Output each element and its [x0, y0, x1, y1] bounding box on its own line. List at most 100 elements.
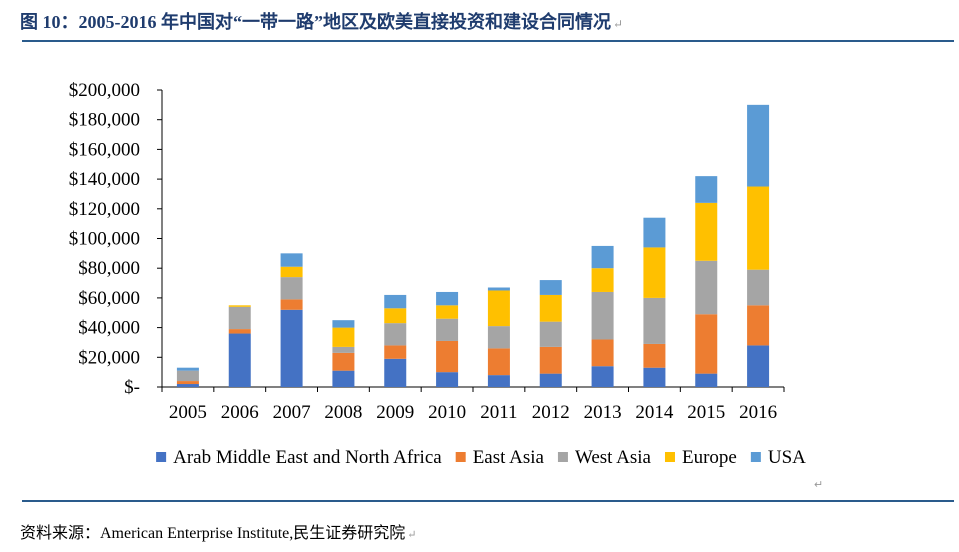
bar-segment [747, 269, 770, 306]
source-return-mark: ↵ [407, 529, 417, 541]
legend-label: East Asia [473, 447, 545, 468]
bar-segment [332, 327, 355, 347]
y-tick-label: $60,000 [78, 288, 140, 309]
x-tick-label: 2010 [428, 402, 466, 423]
bar-segment [591, 291, 614, 340]
bar-segment [747, 104, 770, 187]
x-axis-ticks: 2005 2006 2007 2008 2009 2010 2011 2012 2013 2014… [161, 387, 785, 423]
bar-segment [643, 343, 666, 368]
x-tick-label: 2008 [324, 402, 362, 423]
x-tick-label: 2007 [273, 402, 311, 423]
y-tick-label: $20,000 [78, 347, 140, 368]
y-axis-ticks: $- $20,000 $40,000 $60,000 $80,000 $100,000 $1… [69, 80, 162, 398]
chart-legend: Arab Middle East and North Africa East As… [156, 447, 806, 468]
legend-label: West Asia [575, 447, 652, 468]
bar-segment [747, 305, 770, 346]
source-note: 资料来源：American Enterprise Institute,民生证券研… [20, 519, 417, 543]
legend-swatch [664, 452, 675, 462]
bar-segment [487, 348, 510, 376]
bar-segment [643, 367, 666, 387]
bar-segment [384, 308, 407, 324]
y-tick-label: $100,000 [69, 229, 140, 250]
x-tick-label: 2012 [532, 402, 570, 423]
x-tick-label: 2009 [376, 402, 414, 423]
bar-segment [695, 260, 718, 315]
bar-segment [332, 370, 355, 387]
bar-segment [539, 346, 562, 374]
source-rule [22, 500, 954, 502]
bar-segment [643, 297, 666, 344]
bar-segment [384, 294, 407, 309]
legend-swatch [557, 452, 568, 462]
bar-segment [384, 345, 407, 359]
bar-segment [747, 345, 770, 387]
bar-segment [487, 287, 510, 291]
bar-segment [332, 346, 355, 353]
bar-segment [487, 375, 510, 387]
y-tick-label: $200,000 [69, 80, 140, 101]
bar-segment [332, 352, 355, 371]
bar-segment [487, 290, 510, 327]
x-tick-label: 2016 [739, 402, 777, 423]
x-tick-label: 2006 [221, 402, 259, 423]
y-tick-label: $80,000 [78, 258, 140, 279]
x-tick-label: 2013 [584, 402, 622, 423]
bar-segment [591, 268, 614, 292]
bar-segment [384, 358, 407, 387]
source-text: 资料来源：American Enterprise Institute,民生证券研… [20, 525, 406, 542]
bar-segment [539, 294, 562, 322]
bar-segment [384, 323, 407, 346]
bar-segment [591, 339, 614, 367]
y-tick-label: $140,000 [69, 169, 140, 190]
bar-segment [280, 253, 303, 267]
legend-swatch [455, 452, 466, 462]
chart-axes [161, 90, 784, 388]
y-tick-label: $40,000 [78, 318, 140, 339]
bar-segment [643, 247, 666, 298]
bar-segment [436, 305, 459, 319]
y-tick-label: $- [124, 377, 140, 398]
y-tick-label: $180,000 [69, 110, 140, 131]
x-tick-label: 2014 [635, 402, 674, 423]
title-return-mark: ↵ [613, 17, 624, 31]
bar-segment [228, 329, 251, 334]
legend-label: Arab Middle East and North Africa [173, 447, 442, 468]
legend-swatch [156, 452, 167, 462]
bar-segment [436, 372, 459, 387]
bar-segment [176, 370, 199, 382]
bar-segment [176, 384, 199, 387]
x-tick-label: 2011 [480, 402, 517, 423]
legend-label: Europe [682, 447, 737, 468]
legend-label: USA [768, 447, 806, 468]
x-tick-label: 2015 [687, 402, 725, 423]
bar-segment [436, 340, 459, 373]
bar-segment [539, 280, 562, 295]
bar-segment [591, 245, 614, 269]
bar-segment [591, 366, 614, 387]
bar-segment [332, 320, 355, 328]
legend-return-mark: ↵ [814, 479, 823, 491]
bar-segment [280, 299, 303, 310]
bar-segment [539, 321, 562, 347]
bar-segment [228, 306, 251, 330]
y-tick-label: $160,000 [69, 139, 140, 160]
bar-segment [695, 373, 718, 387]
bar-segment [487, 326, 510, 349]
bar-segment [176, 381, 199, 385]
legend-swatch [750, 452, 761, 462]
x-tick-label: 2005 [169, 402, 207, 423]
figure-title-text: 图 10：2005-2016 年中国对“一带一路”地区及欧美直接投资和建设合同情… [20, 12, 611, 32]
bar-segment [436, 318, 459, 341]
bar-segment [539, 373, 562, 387]
bar-segment [643, 217, 666, 248]
bar-segment [695, 176, 718, 203]
stacked-bar-chart: $- $20,000 $40,000 $60,000 $80,000 $100,000 $1… [69, 80, 823, 491]
figure-title: 图 10：2005-2016 年中国对“一带一路”地区及欧美直接投资和建设合同情… [20, 8, 623, 34]
bar-segment [228, 305, 251, 307]
bar-segment [228, 333, 251, 387]
bar-segment [695, 314, 718, 374]
bar-segment [280, 266, 303, 278]
y-tick-label: $120,000 [69, 199, 140, 220]
title-rule [22, 40, 954, 42]
bar-segment [280, 309, 303, 387]
